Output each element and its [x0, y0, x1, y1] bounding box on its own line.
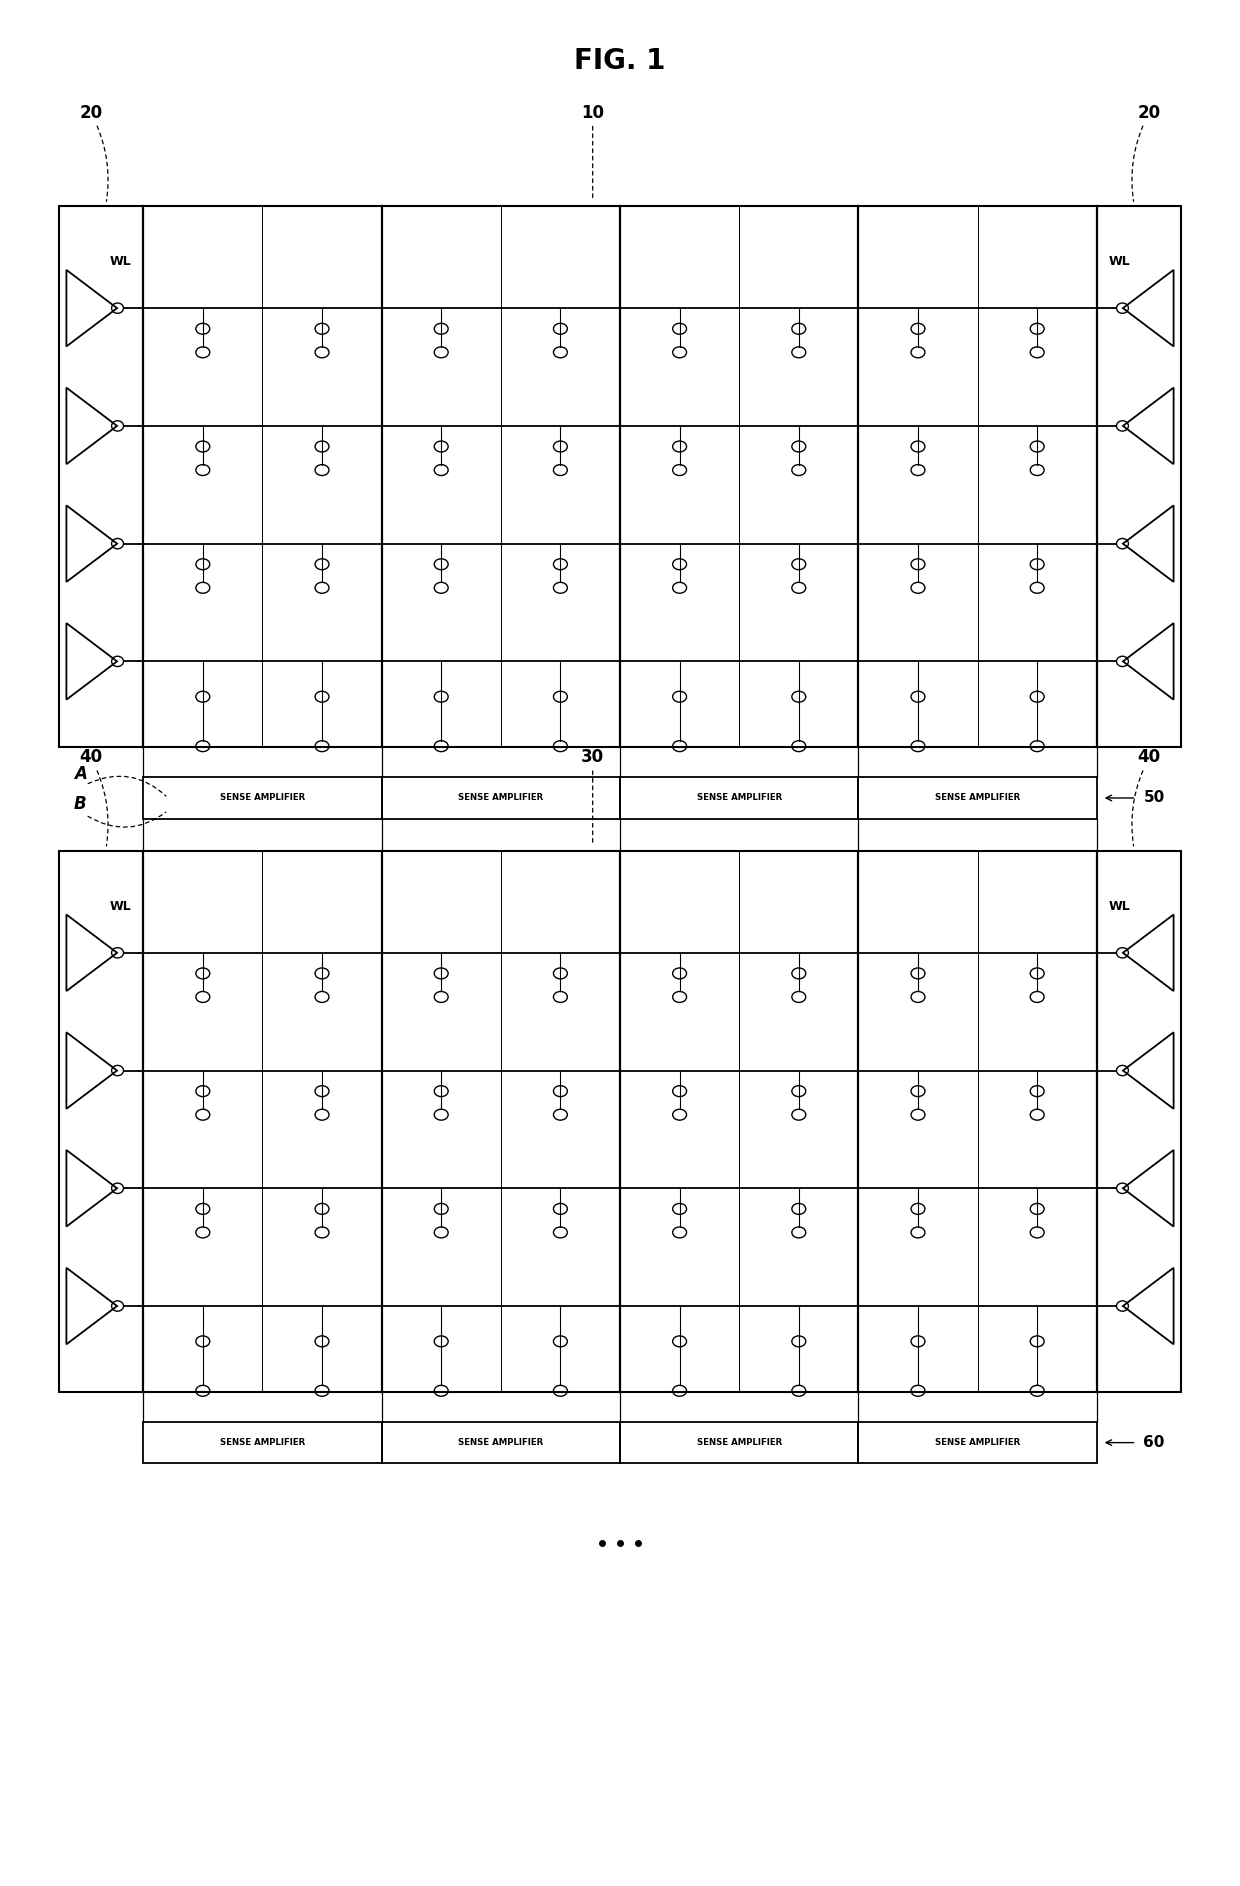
Text: 10: 10 — [582, 104, 604, 121]
Bar — [858, 1422, 1096, 1464]
Text: SENSE AMPLIFIER: SENSE AMPLIFIER — [459, 794, 543, 802]
Text: SENSE AMPLIFIER: SENSE AMPLIFIER — [459, 1439, 543, 1447]
Bar — [144, 777, 382, 819]
Text: SENSE AMPLIFIER: SENSE AMPLIFIER — [219, 794, 305, 802]
Bar — [858, 777, 1096, 819]
Text: 40: 40 — [1137, 749, 1161, 766]
Text: 40: 40 — [79, 749, 103, 766]
Text: WL: WL — [109, 255, 131, 268]
Bar — [382, 1422, 620, 1464]
Text: 20: 20 — [79, 104, 103, 121]
Text: 30: 30 — [582, 749, 604, 766]
Text: SENSE AMPLIFIER: SENSE AMPLIFIER — [219, 1439, 305, 1447]
Text: SENSE AMPLIFIER: SENSE AMPLIFIER — [935, 1439, 1021, 1447]
Text: A: A — [73, 766, 87, 783]
Text: SENSE AMPLIFIER: SENSE AMPLIFIER — [697, 1439, 781, 1447]
Text: 60: 60 — [1143, 1435, 1164, 1450]
Bar — [144, 1422, 382, 1464]
Bar — [620, 1422, 858, 1464]
Text: WL: WL — [1109, 900, 1131, 913]
Text: B: B — [73, 794, 87, 813]
Text: SENSE AMPLIFIER: SENSE AMPLIFIER — [697, 794, 781, 802]
Text: SENSE AMPLIFIER: SENSE AMPLIFIER — [935, 794, 1021, 802]
Text: 50: 50 — [1143, 790, 1164, 805]
Text: 20: 20 — [1137, 104, 1161, 121]
Bar — [382, 777, 620, 819]
Text: WL: WL — [109, 900, 131, 913]
Text: FIG. 1: FIG. 1 — [574, 47, 666, 75]
Bar — [620, 777, 858, 819]
Text: WL: WL — [1109, 255, 1131, 268]
